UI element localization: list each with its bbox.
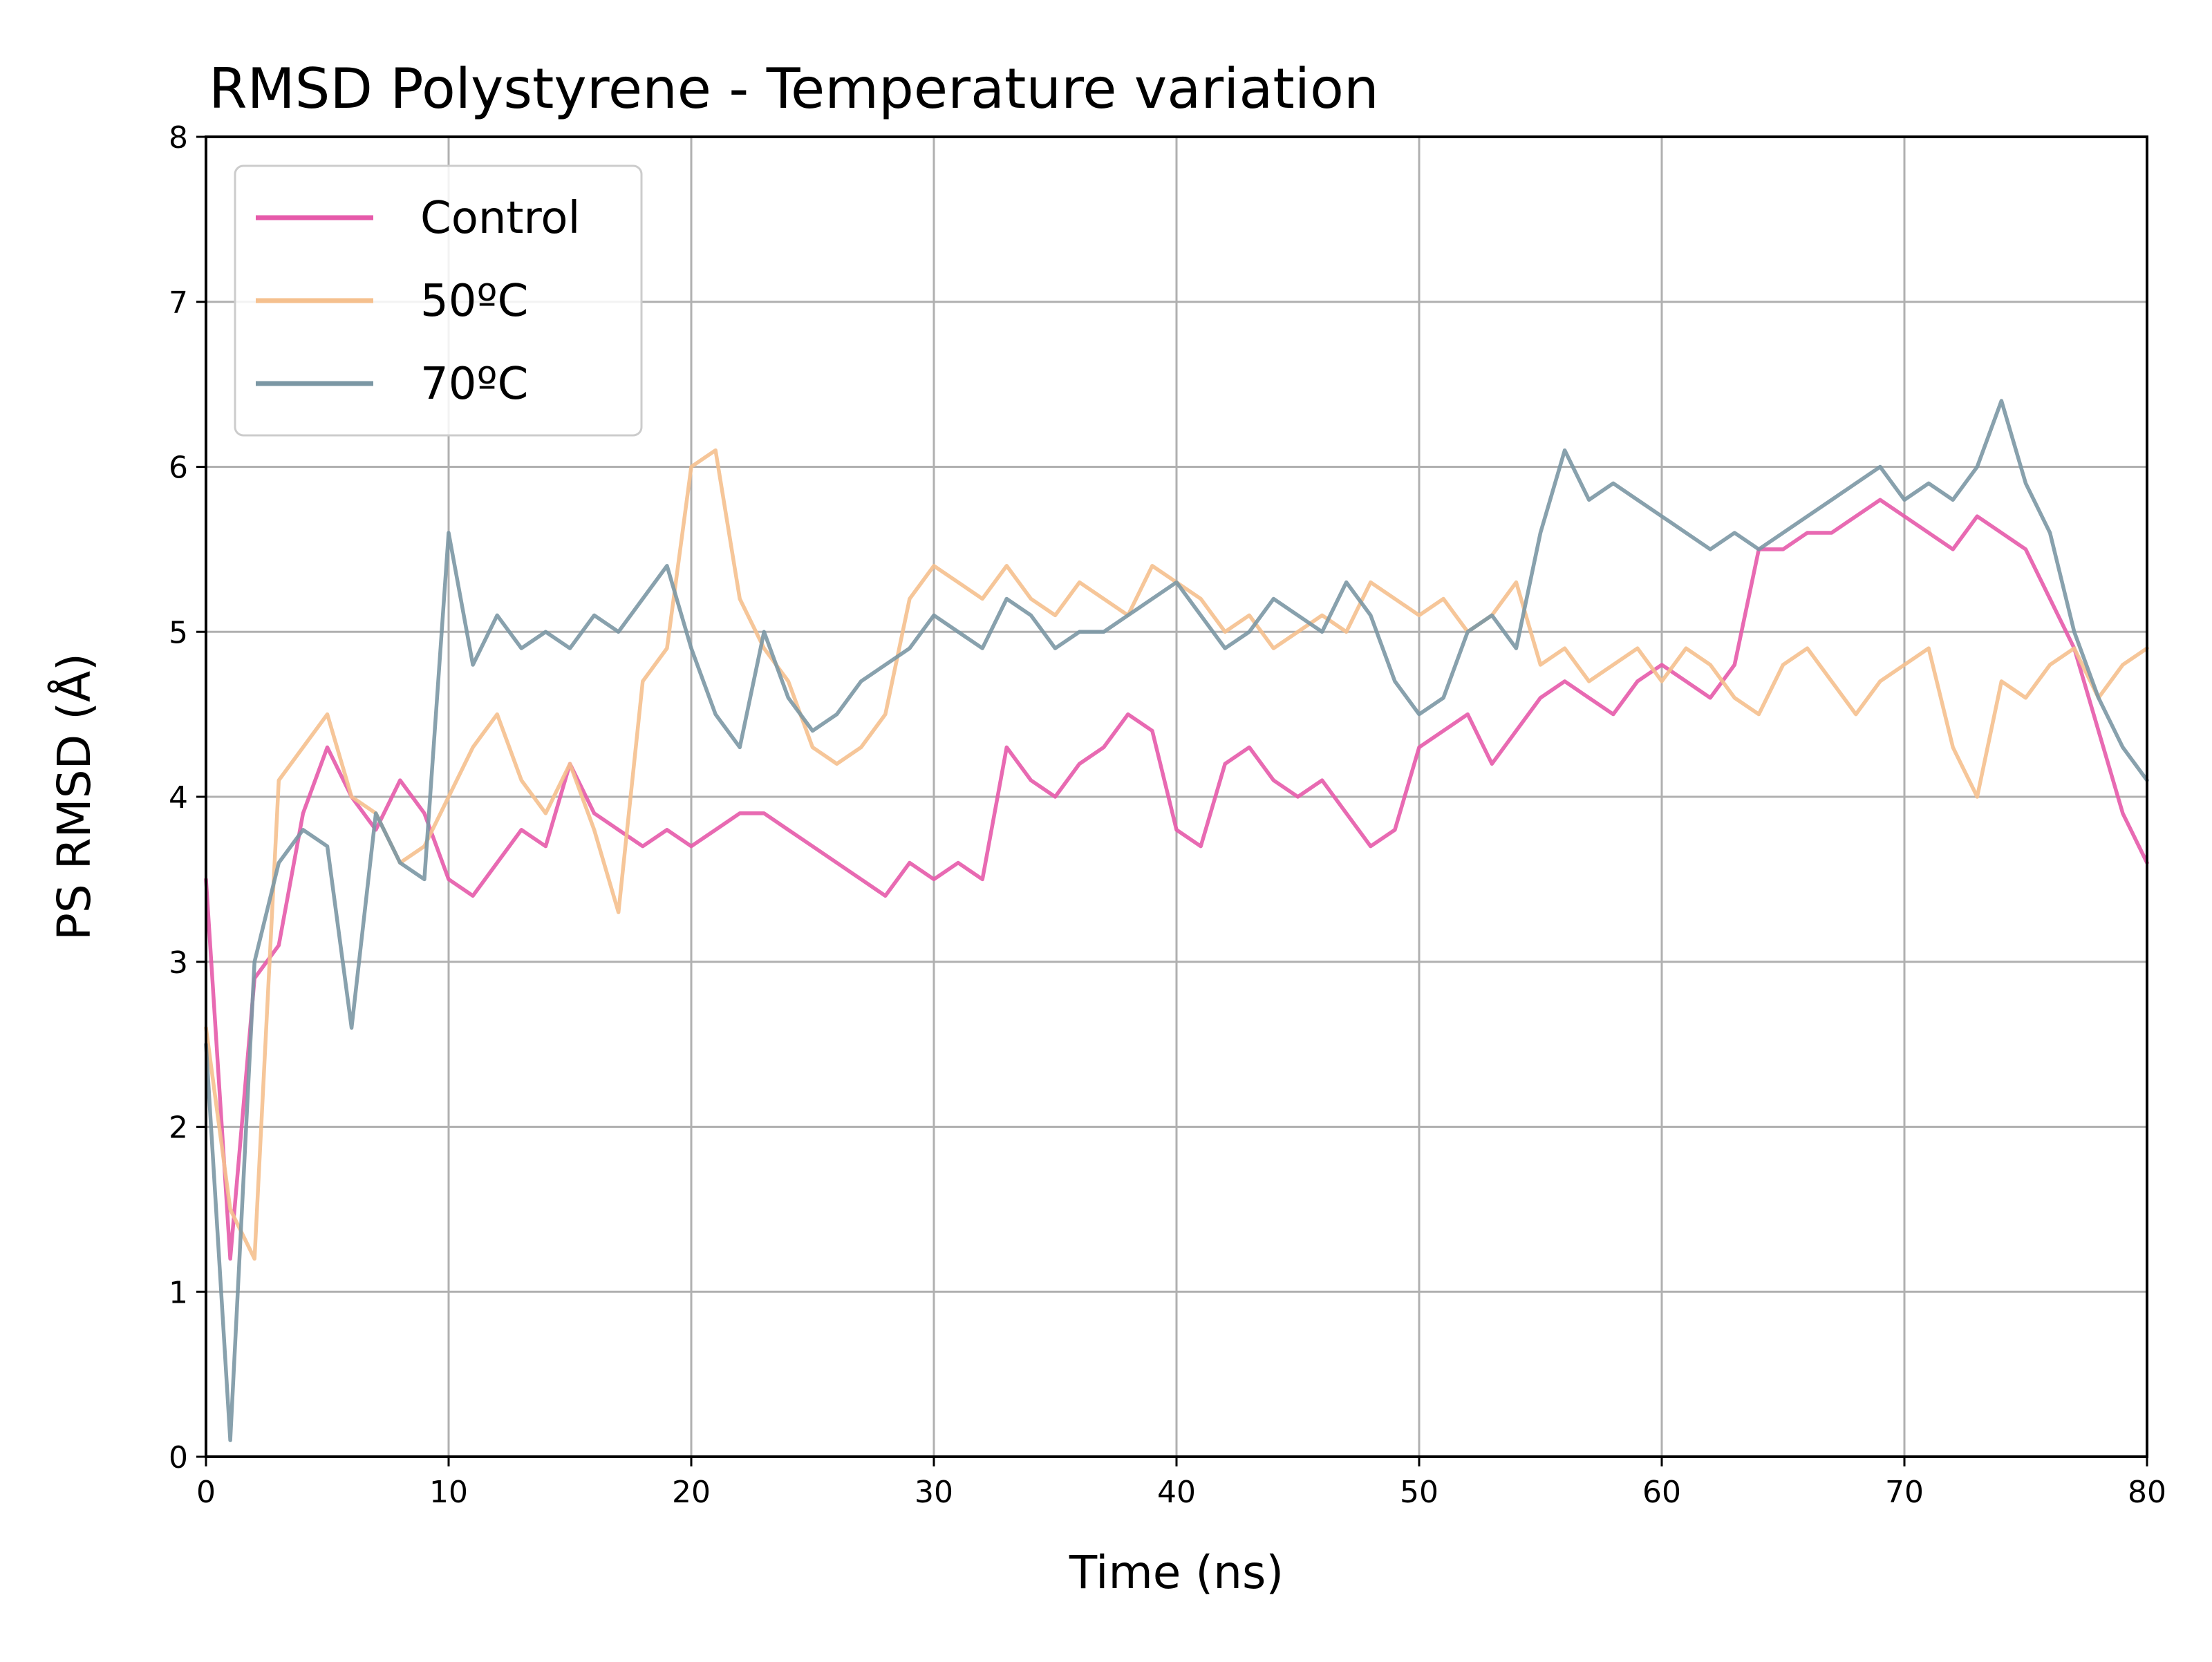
series-line-control: [204, 498, 2149, 1261]
x-tick-label: 70: [1885, 1475, 1924, 1510]
x-tick-label: 20: [672, 1475, 711, 1510]
series-line-70-c: [204, 399, 2149, 1442]
y-axis-label: PS RMSD (Å): [48, 653, 101, 941]
x-tick-label: 80: [2128, 1475, 2166, 1510]
y-tick-label: 7: [169, 285, 188, 321]
x-tick-label: 60: [1642, 1475, 1681, 1510]
y-tick-label: 4: [169, 780, 188, 815]
x-tick-label: 10: [429, 1475, 468, 1510]
ticks: 0 10 20 30 40 50 60 70 80 0 1 2 3 4 5 6 7 8: [169, 120, 2166, 1510]
legend-box: [234, 164, 643, 437]
x-axis-label: Time (ns): [1069, 1546, 1284, 1599]
y-tick-label: 5: [169, 615, 188, 650]
y-tick-label: 1: [169, 1275, 188, 1310]
x-tick-label: 50: [1400, 1475, 1438, 1510]
y-tick-label: 0: [169, 1440, 188, 1475]
y-tick-label: 8: [169, 120, 188, 155]
legend: Control 50ºC 70ºC: [234, 164, 643, 437]
x-tick-label: 0: [196, 1475, 216, 1510]
y-tick-label: 2: [169, 1111, 188, 1146]
x-tick-label: 40: [1157, 1475, 1196, 1510]
legend-label: 70ºC: [420, 359, 528, 410]
y-tick-label: 3: [169, 945, 188, 981]
legend-label: Control: [420, 193, 580, 244]
series-group: [204, 399, 2149, 1442]
legend-label: 50ºC: [420, 276, 528, 327]
chart-title: RMSD Polystyrene - Temperature variation: [209, 57, 1379, 121]
x-tick-label: 30: [915, 1475, 953, 1510]
y-tick-label: 6: [169, 451, 188, 486]
